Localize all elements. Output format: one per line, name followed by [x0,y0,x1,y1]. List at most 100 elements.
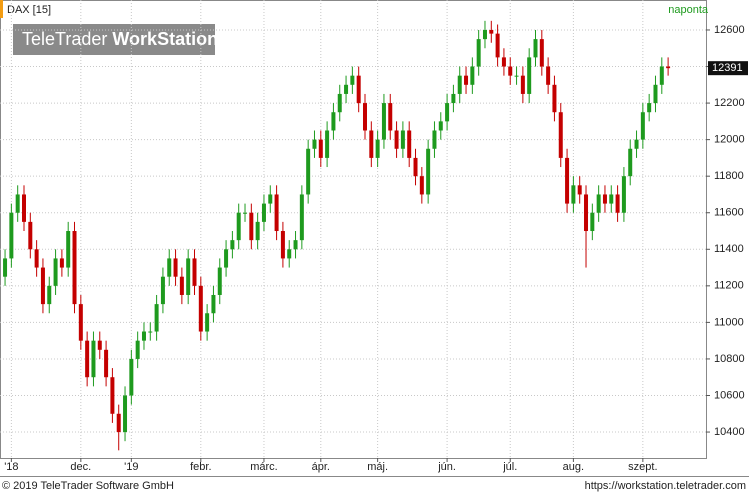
y-tick-label: 11800 [714,170,744,182]
symbol-marker [0,0,3,18]
candle-body [40,267,45,305]
candle-body [66,231,71,268]
candle-body [78,304,83,341]
candle-body [602,194,607,204]
candle-body [192,258,197,286]
candle-body [293,240,298,250]
candle-body [621,176,626,213]
candle-body [110,377,115,414]
candle-body [141,331,146,341]
y-tick-label: 11000 [714,316,744,328]
candle-body [224,249,229,268]
x-tick-label: márc. [250,461,278,473]
logo-part: WorkStation [112,29,218,49]
candle-body [527,57,532,94]
candle-body [173,258,178,277]
candle-body [72,231,77,305]
candle-body [628,148,633,177]
candle-body [91,340,96,378]
y-tick-label: 12600 [714,24,745,36]
y-tick-label: 10800 [714,353,745,365]
candle-body [577,185,582,195]
x-tick-label: '18 [4,461,18,473]
candle-body [647,103,652,113]
x-tick-label: máj. [367,461,388,473]
candle-body [21,194,26,222]
candle-body [47,285,52,305]
candle-body [318,139,323,158]
candle-body [388,103,393,131]
candle-body [615,194,620,213]
candle-body [520,75,525,94]
candle-body [129,358,134,396]
last-price-box [708,61,748,76]
candle-body [97,340,102,350]
candle-body [217,267,222,295]
y-tick-label: 11600 [714,207,744,219]
candle-body [394,130,399,149]
candle-body [590,212,595,232]
candle-body [280,231,285,259]
x-tick-label: szept. [628,461,657,473]
candle-body [28,221,33,250]
candle-body [236,212,241,241]
candle-body [15,194,20,213]
candle-body [457,75,462,94]
y-tick-label: 10400 [714,426,745,438]
candle-body [362,103,367,131]
candle-body [261,203,266,222]
candle-body [539,39,544,67]
candle-body [331,112,336,131]
last-price-label: 12391 [712,62,743,74]
url: https://workstation.teletrader.com [585,480,746,492]
symbol: DAX [15] [7,4,51,16]
y-tick-label: 11200 [714,280,744,292]
candle-body [356,75,361,104]
candle-body [186,258,191,295]
x-tick-label: dec. [70,461,91,473]
candle-body [419,176,424,195]
plot-area [0,0,707,459]
y-tick-label: 12200 [714,97,745,109]
candle-body [482,29,487,40]
candle-body [571,185,576,204]
candle-body [426,148,431,195]
candle-body [584,194,589,232]
logo-part: TeleTrader [22,29,107,49]
candle-body [205,313,210,332]
candle-body [167,258,172,277]
candle-body [400,130,405,149]
candle-body [558,112,563,158]
candle-body [508,66,513,76]
candle-body [230,240,235,250]
candle-body [596,194,601,213]
candle-body [609,194,614,204]
candle-body [489,29,494,34]
x-tick-label: '19 [124,461,138,473]
candle-body [533,39,538,58]
candle-body [3,258,8,277]
candle-body [413,157,418,177]
candle-body [249,212,254,241]
candle-body [546,66,551,85]
candle-body [445,103,450,122]
x-tick-label: jún. [437,461,456,473]
candle-body [653,84,658,104]
candle-body [255,221,260,241]
candle-body [634,139,639,149]
y-tick-label: 10600 [714,389,745,401]
candle-body [299,194,304,241]
candle-body [243,212,248,214]
interval: naponta [668,4,709,16]
candle-body [451,93,456,104]
candle-body [211,294,216,314]
candle-body [268,194,273,204]
candle-body [154,304,159,332]
candle-body [179,276,184,295]
x-tick-label: aug. [563,461,584,473]
candle-body [116,413,121,433]
candle-body [640,112,645,140]
candle-body [312,139,317,149]
logo: TeleTrader WorkStation [22,29,218,49]
